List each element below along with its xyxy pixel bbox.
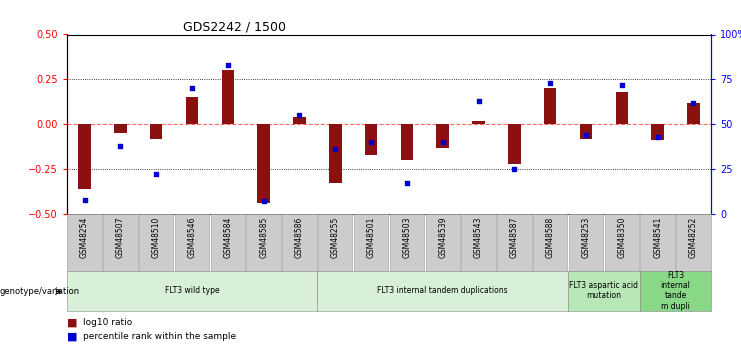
Bar (579, 124, 592, 139)
Text: FLT3
internal
tande
m dupli: FLT3 internal tande m dupli (661, 270, 691, 311)
FancyBboxPatch shape (67, 214, 102, 271)
Text: GSM48543: GSM48543 (474, 217, 483, 258)
Point (652, 134, 664, 139)
Text: GSM48586: GSM48586 (295, 217, 304, 258)
FancyBboxPatch shape (318, 214, 353, 271)
Bar (222, 70, 234, 124)
FancyBboxPatch shape (497, 214, 531, 271)
Bar (472, 121, 485, 124)
Text: GSM48501: GSM48501 (367, 217, 376, 258)
FancyBboxPatch shape (639, 271, 711, 310)
Text: GSM48254: GSM48254 (80, 217, 89, 258)
Text: FLT3 wild type: FLT3 wild type (165, 286, 219, 295)
FancyBboxPatch shape (210, 214, 245, 271)
Text: GSM48253: GSM48253 (582, 217, 591, 258)
FancyBboxPatch shape (677, 214, 711, 271)
FancyBboxPatch shape (568, 271, 639, 310)
Point (114, 143, 126, 148)
Point (437, 139, 449, 145)
FancyBboxPatch shape (282, 214, 316, 271)
Bar (365, 124, 377, 155)
FancyBboxPatch shape (425, 214, 460, 271)
Point (473, 98, 485, 104)
FancyBboxPatch shape (67, 271, 317, 310)
Text: GSM48587: GSM48587 (510, 217, 519, 258)
Text: GSM48588: GSM48588 (545, 217, 555, 258)
FancyBboxPatch shape (569, 214, 603, 271)
Bar (329, 124, 342, 184)
FancyBboxPatch shape (139, 214, 173, 271)
Point (688, 100, 700, 106)
Text: GSM48255: GSM48255 (330, 217, 340, 258)
Bar (687, 103, 700, 124)
FancyBboxPatch shape (533, 214, 568, 271)
FancyBboxPatch shape (103, 214, 138, 271)
FancyBboxPatch shape (317, 271, 568, 310)
FancyBboxPatch shape (640, 214, 675, 271)
Text: GSM48510: GSM48510 (152, 217, 161, 258)
Bar (293, 117, 306, 124)
Bar (186, 97, 199, 124)
Point (222, 62, 234, 68)
FancyBboxPatch shape (175, 214, 209, 271)
FancyBboxPatch shape (390, 214, 424, 271)
Point (508, 166, 520, 172)
Bar (114, 124, 127, 133)
Bar (651, 124, 664, 140)
Point (616, 82, 628, 88)
Text: GSM48507: GSM48507 (116, 217, 125, 258)
Text: GSM48252: GSM48252 (689, 217, 698, 258)
Point (365, 139, 377, 145)
Point (150, 172, 162, 177)
FancyBboxPatch shape (462, 214, 496, 271)
Text: GSM48503: GSM48503 (402, 217, 411, 258)
Bar (79, 124, 91, 189)
Point (258, 199, 270, 204)
Text: GDS2242 / 1500: GDS2242 / 1500 (183, 20, 286, 33)
Bar (544, 88, 556, 124)
Text: FLT3 aspartic acid
mutation: FLT3 aspartic acid mutation (569, 281, 639, 300)
FancyBboxPatch shape (354, 214, 388, 271)
Point (545, 80, 556, 86)
FancyBboxPatch shape (247, 214, 281, 271)
Text: percentile rank within the sample: percentile rank within the sample (83, 332, 236, 341)
Text: GSM48585: GSM48585 (259, 217, 268, 258)
Text: GSM48539: GSM48539 (438, 217, 448, 258)
Bar (150, 124, 162, 139)
Text: GSM48350: GSM48350 (617, 217, 626, 258)
Bar (616, 92, 628, 124)
Text: GSM48584: GSM48584 (223, 217, 233, 258)
Text: ■: ■ (67, 318, 77, 327)
Point (293, 112, 305, 118)
Bar (257, 124, 270, 203)
FancyBboxPatch shape (605, 214, 639, 271)
Point (79, 197, 90, 202)
Point (186, 86, 198, 91)
Text: ■: ■ (67, 332, 77, 341)
Bar (436, 124, 449, 148)
Text: GSM48541: GSM48541 (653, 217, 662, 258)
Text: log10 ratio: log10 ratio (83, 318, 132, 327)
Point (401, 181, 413, 186)
Bar (401, 124, 413, 160)
Text: GSM48546: GSM48546 (187, 217, 196, 258)
Point (329, 147, 341, 152)
Text: genotype/variation: genotype/variation (0, 287, 80, 296)
Text: FLT3 internal tandem duplications: FLT3 internal tandem duplications (377, 286, 508, 295)
Bar (508, 124, 521, 164)
Point (580, 132, 592, 138)
